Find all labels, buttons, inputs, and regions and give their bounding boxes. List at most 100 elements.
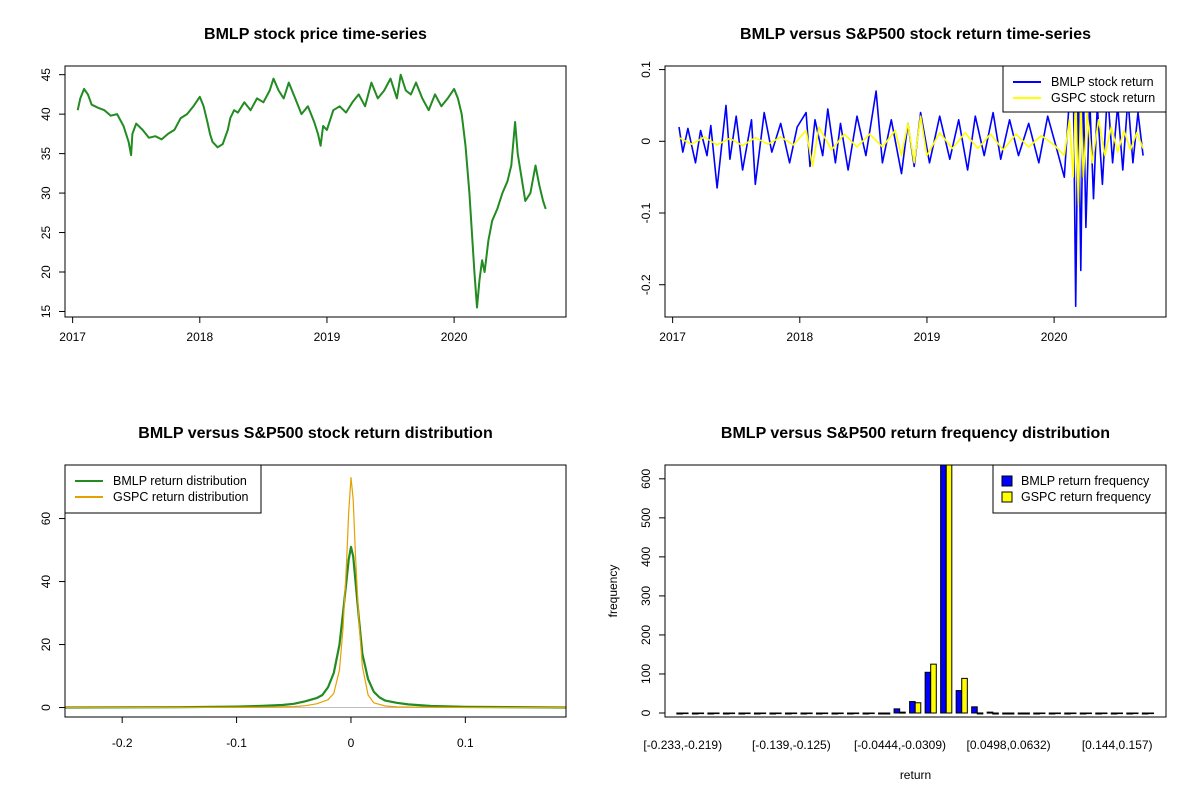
bar-1-9 — [821, 712, 829, 715]
bar-1-6 — [775, 712, 782, 715]
y-tick-label-1-1: -0.1 — [639, 202, 653, 223]
legend-returns-label-0: BMLP stock return — [1051, 75, 1154, 89]
x-tick-label-0-2: 2019 — [314, 330, 341, 344]
bar-1-8 — [806, 712, 813, 715]
bar-1-1 — [697, 712, 705, 715]
y-tick-label-0-1: 20 — [39, 265, 53, 279]
y-tick-label-0-5: 40 — [39, 107, 53, 121]
bar-0-18 — [955, 690, 963, 714]
x-tick-label-2-3: 0.1 — [457, 736, 474, 750]
bar-0-1 — [691, 712, 699, 715]
bar-0-12 — [862, 712, 870, 715]
legend-frequency-key-0 — [1001, 475, 1013, 487]
bar-1-12 — [868, 712, 875, 715]
legend-density — [64, 464, 262, 514]
series-line-density-1 — [64, 477, 566, 709]
bar-1-23 — [1038, 712, 1046, 715]
bar-1-17 — [945, 465, 953, 714]
bar-1-29 — [1131, 712, 1139, 715]
bar-0-3 — [722, 712, 730, 715]
bar-1-21 — [1007, 712, 1015, 715]
bar-1-11 — [852, 712, 860, 715]
bar-1-2 — [712, 712, 720, 715]
bar-1-24 — [1054, 712, 1061, 715]
y-tick-label-0-6: 45 — [39, 68, 53, 82]
y-tick-label-3-1: 100 — [639, 664, 653, 684]
bar-0-15 — [909, 701, 916, 714]
x-tick-label-2-2: 0 — [348, 736, 355, 750]
y-tick-label-3-3: 300 — [639, 586, 653, 606]
bar-0-5 — [753, 712, 761, 715]
plot-frame-price — [64, 65, 567, 318]
x-tick-label-3-0: [-0.233,-0.219) — [643, 738, 722, 752]
x-tick-label-0-1: 2018 — [186, 330, 213, 344]
y-tick-label-1-0: -0.2 — [639, 274, 653, 295]
bar-0-7 — [784, 712, 792, 715]
bar-0-25 — [1064, 712, 1071, 715]
bar-1-20 — [992, 712, 999, 715]
bar-0-28 — [1110, 712, 1118, 715]
x-tick-label-3-1: [-0.139,-0.125) — [752, 738, 831, 752]
bar-0-13 — [878, 712, 885, 715]
bar-1-15 — [914, 702, 922, 714]
bar-1-28 — [1116, 712, 1123, 715]
chart-title-price: BMLP stock price time-series — [204, 26, 427, 43]
y-tick-label-3-5: 500 — [639, 508, 653, 528]
series-line-price-0 — [76, 73, 547, 309]
series-line-density-0 — [64, 545, 567, 709]
bar-1-16 — [930, 663, 937, 714]
x-tick-label-1-0: 2017 — [659, 330, 686, 344]
bar-1-27 — [1100, 712, 1108, 715]
bar-0-26 — [1079, 712, 1087, 715]
series-line-returns-1 — [678, 90, 1144, 207]
bar-1-10 — [837, 712, 844, 715]
y-tick-label-0-4: 35 — [39, 147, 53, 161]
y-tick-label-2-1: 20 — [39, 638, 53, 652]
bar-0-16 — [924, 671, 932, 714]
legend-density-label-1: GSPC return distribution — [113, 490, 249, 504]
bar-0-19 — [971, 706, 978, 714]
x-tick-label-3-2: [-0.0444,-0.0309) — [854, 738, 946, 752]
plot-frame-density — [64, 464, 567, 718]
y-tick-label-2-0: 0 — [39, 704, 53, 711]
y-tick-label-1-3: 0.1 — [639, 61, 653, 78]
bar-1-7 — [790, 712, 798, 715]
bar-1-14 — [899, 711, 906, 714]
x-tick-label-3-4: [0.144,0.157) — [1082, 738, 1153, 752]
bar-0-24 — [1048, 712, 1056, 715]
y-tick-label-3-4: 400 — [639, 547, 653, 567]
bar-0-0 — [676, 712, 683, 715]
x-tick-label-1-2: 2019 — [914, 330, 941, 344]
bar-0-4 — [738, 712, 746, 715]
bar-1-19 — [976, 712, 984, 715]
chart-title-returns: BMLP versus S&P500 stock return time-ser… — [740, 26, 1091, 43]
bar-0-14 — [893, 708, 901, 714]
y-tick-label-0-3: 30 — [39, 186, 53, 200]
x-tick-label-1-3: 2020 — [1041, 330, 1068, 344]
bar-1-26 — [1085, 712, 1092, 715]
chart-title-frequency: BMLP versus S&P500 return frequency dist… — [721, 425, 1110, 442]
x-tick-label-2-0: -0.2 — [112, 736, 133, 750]
x-tick-label-1-1: 2018 — [786, 330, 813, 344]
legend-frequency — [992, 464, 1167, 514]
bar-0-6 — [769, 712, 777, 715]
x-axis-label-frequency: return — [900, 768, 931, 782]
legend-returns-label-1: GSPC stock return — [1051, 91, 1155, 105]
bar-0-9 — [816, 712, 823, 715]
bar-1-18 — [961, 677, 968, 714]
plot-frame-frequency — [664, 464, 1167, 718]
y-tick-label-0-2: 25 — [39, 226, 53, 240]
y-tick-label-3-2: 200 — [639, 625, 653, 645]
legend-frequency-label-1: GSPC return frequency — [1021, 490, 1152, 504]
bar-0-11 — [847, 712, 854, 715]
bar-0-21 — [1002, 712, 1009, 715]
bar-0-20 — [986, 711, 994, 714]
y-tick-label-3-0: 0 — [639, 709, 653, 716]
legend-returns — [1002, 65, 1167, 113]
legend-frequency-label-0: BMLP return frequency — [1021, 474, 1150, 488]
bar-1-30 — [1147, 712, 1155, 715]
y-tick-label-0-0: 15 — [39, 304, 53, 318]
bar-1-5 — [759, 712, 767, 715]
bar-0-23 — [1033, 712, 1040, 715]
